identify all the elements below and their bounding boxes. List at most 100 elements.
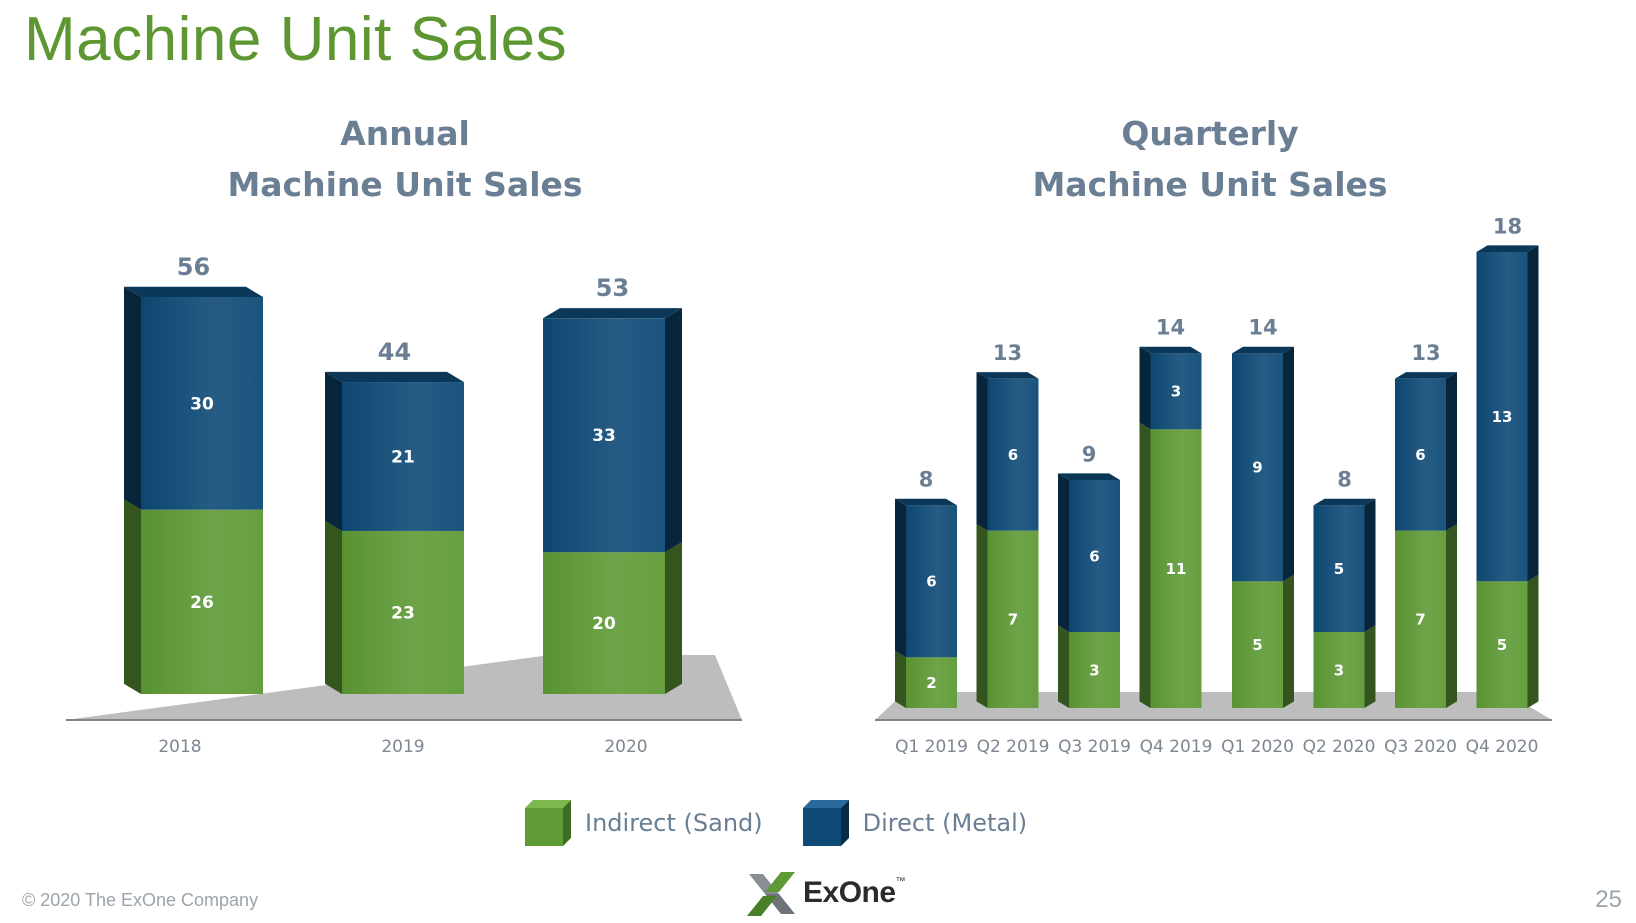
quarterly-title-line-1: Quarterly xyxy=(1121,114,1299,153)
legend: Indirect (Sand) Direct (Metal) xyxy=(525,798,1067,848)
quarterly-bar-side-indirect-5 xyxy=(1364,625,1376,708)
quarterly-bar-direct-2 xyxy=(1069,480,1120,632)
quarterly-tick-5: Q2 2020 xyxy=(1303,737,1376,757)
annual-value-indirect-1: 23 xyxy=(391,603,415,623)
annual-bar-side-indirect-2 xyxy=(665,542,682,694)
quarterly-bar-side-direct-3 xyxy=(1139,346,1151,430)
legend-item-direct: Direct (Metal) xyxy=(802,800,1028,846)
quarterly-value-indirect-2: 3 xyxy=(1089,661,1099,679)
annual-bar-direct-0 xyxy=(141,297,263,510)
annual-bar-top-2 xyxy=(543,308,682,319)
annual-bar-indirect-0 xyxy=(141,509,263,694)
legend-label-direct: Direct (Metal) xyxy=(862,809,1028,837)
quarterly-value-indirect-5: 3 xyxy=(1334,661,1344,679)
quarterly-bar-indirect-0 xyxy=(906,657,957,708)
quarterly-bar-direct-6 xyxy=(1395,378,1446,531)
annual-title-line-1: Annual xyxy=(340,114,470,153)
quarterly-bar-side-direct-2 xyxy=(1058,473,1069,632)
quarterly-floor xyxy=(875,692,1552,720)
page-number: 25 xyxy=(1595,886,1622,913)
legend-swatch-indirect xyxy=(525,800,571,846)
quarterly-value-direct-2: 6 xyxy=(1089,547,1099,565)
annual-total-2: 53 xyxy=(596,274,629,302)
quarterly-value-direct-4: 9 xyxy=(1252,459,1262,477)
exone-logo-text: ExOne™ xyxy=(803,876,906,909)
quarterly-bar-indirect-6 xyxy=(1395,530,1446,708)
quarterly-value-indirect-6: 7 xyxy=(1415,611,1425,629)
quarterly-bar-top-4 xyxy=(1232,346,1294,354)
quarterly-bar-side-direct-1 xyxy=(976,372,988,531)
quarterly-value-indirect-4: 5 xyxy=(1252,636,1262,654)
annual-value-indirect-2: 20 xyxy=(592,614,616,634)
quarterly-title-line-2: Machine Unit Sales xyxy=(1032,165,1388,204)
quarterly-bar-indirect-7 xyxy=(1476,581,1528,708)
quarterly-bar-direct-1 xyxy=(987,378,1039,531)
quarterly-total-4: 14 xyxy=(1248,316,1277,340)
quarterly-bar-top-3 xyxy=(1139,346,1202,354)
quarterly-bar-side-direct-0 xyxy=(895,498,906,658)
quarterly-bar-side-direct-6 xyxy=(1446,372,1457,531)
quarterly-total-2: 9 xyxy=(1082,442,1097,466)
quarterly-value-indirect-7: 5 xyxy=(1497,636,1507,654)
annual-bar-direct-1 xyxy=(342,382,464,531)
annual-bar-direct-2 xyxy=(543,318,665,553)
quarterly-tick-3: Q4 2019 xyxy=(1140,737,1213,757)
quarterly-bar-direct-5 xyxy=(1313,505,1365,632)
annual-bar-top-0 xyxy=(124,286,263,297)
quarterly-tick-1: Q2 2019 xyxy=(977,737,1050,757)
quarterly-value-indirect-3: 11 xyxy=(1166,560,1187,578)
annual-bar-side-indirect-1 xyxy=(325,520,342,694)
quarterly-total-3: 14 xyxy=(1156,316,1185,340)
annual-bar-indirect-1 xyxy=(342,530,464,694)
quarterly-tick-6: Q3 2020 xyxy=(1384,737,1457,757)
annual-bar-side-direct-0 xyxy=(124,286,141,510)
quarterly-bar-side-indirect-3 xyxy=(1139,422,1151,708)
legend-label-indirect: Indirect (Sand) xyxy=(585,809,763,837)
quarterly-tick-7: Q4 2020 xyxy=(1466,737,1539,757)
quarterly-bar-side-direct-4 xyxy=(1283,346,1294,582)
quarterly-bar-indirect-5 xyxy=(1313,632,1365,708)
quarterly-tick-4: Q1 2020 xyxy=(1221,737,1294,757)
quarterly-value-direct-3: 3 xyxy=(1171,383,1181,401)
annual-total-0: 56 xyxy=(177,253,210,281)
quarterly-bar-side-indirect-4 xyxy=(1283,574,1294,708)
quarterly-tick-2: Q3 2019 xyxy=(1058,737,1131,757)
quarterly-total-7: 18 xyxy=(1493,214,1522,238)
quarterly-bar-side-indirect-1 xyxy=(976,524,988,708)
quarterly-value-direct-1: 6 xyxy=(1008,446,1018,464)
copyright-text: © 2020 The ExOne Company xyxy=(22,890,259,910)
quarterly-bar-top-2 xyxy=(1058,473,1120,480)
quarterly-bar-side-direct-7 xyxy=(1527,245,1539,582)
quarterly-bar-top-1 xyxy=(976,372,1039,379)
annual-title-line-2: Machine Unit Sales xyxy=(227,165,583,204)
quarterly-total-5: 8 xyxy=(1337,468,1352,492)
quarterly-bar-top-0 xyxy=(895,498,957,506)
annual-bar-side-direct-2 xyxy=(665,308,682,553)
annual-tick-1: 2019 xyxy=(381,737,424,757)
quarterly-bar-side-indirect-7 xyxy=(1527,574,1539,708)
quarterly-tick-0: Q1 2019 xyxy=(895,737,968,757)
quarterly-value-indirect-0: 2 xyxy=(926,674,936,692)
quarterly-bar-side-indirect-2 xyxy=(1058,625,1069,708)
quarterly-value-direct-5: 5 xyxy=(1334,560,1344,578)
quarterly-bar-direct-3 xyxy=(1150,353,1202,430)
quarterly-value-indirect-1: 7 xyxy=(1008,611,1018,629)
annual-tick-0: 2018 xyxy=(158,737,201,757)
quarterly-total-0: 8 xyxy=(919,468,934,492)
quarterly-bar-direct-4 xyxy=(1232,353,1283,582)
quarterly-value-direct-6: 6 xyxy=(1415,446,1425,464)
legend-item-indirect: Indirect (Sand) xyxy=(525,800,763,846)
quarterly-bar-direct-0 xyxy=(906,505,957,658)
quarterly-total-6: 13 xyxy=(1411,341,1440,365)
annual-bar-top-1 xyxy=(325,371,464,383)
quarterly-value-direct-7: 13 xyxy=(1492,408,1513,426)
quarterly-bar-indirect-3 xyxy=(1150,429,1202,708)
legend-swatch-direct xyxy=(802,800,849,846)
quarterly-value-direct-0: 6 xyxy=(926,573,936,591)
annual-bar-side-direct-1 xyxy=(325,371,342,531)
annual-tick-2: 2020 xyxy=(604,737,647,757)
exone-logo: ExOne™ xyxy=(745,868,906,918)
quarterly-bar-side-indirect-6 xyxy=(1446,524,1457,708)
quarterly-total-1: 13 xyxy=(993,341,1022,365)
annual-bar-indirect-2 xyxy=(543,552,665,694)
